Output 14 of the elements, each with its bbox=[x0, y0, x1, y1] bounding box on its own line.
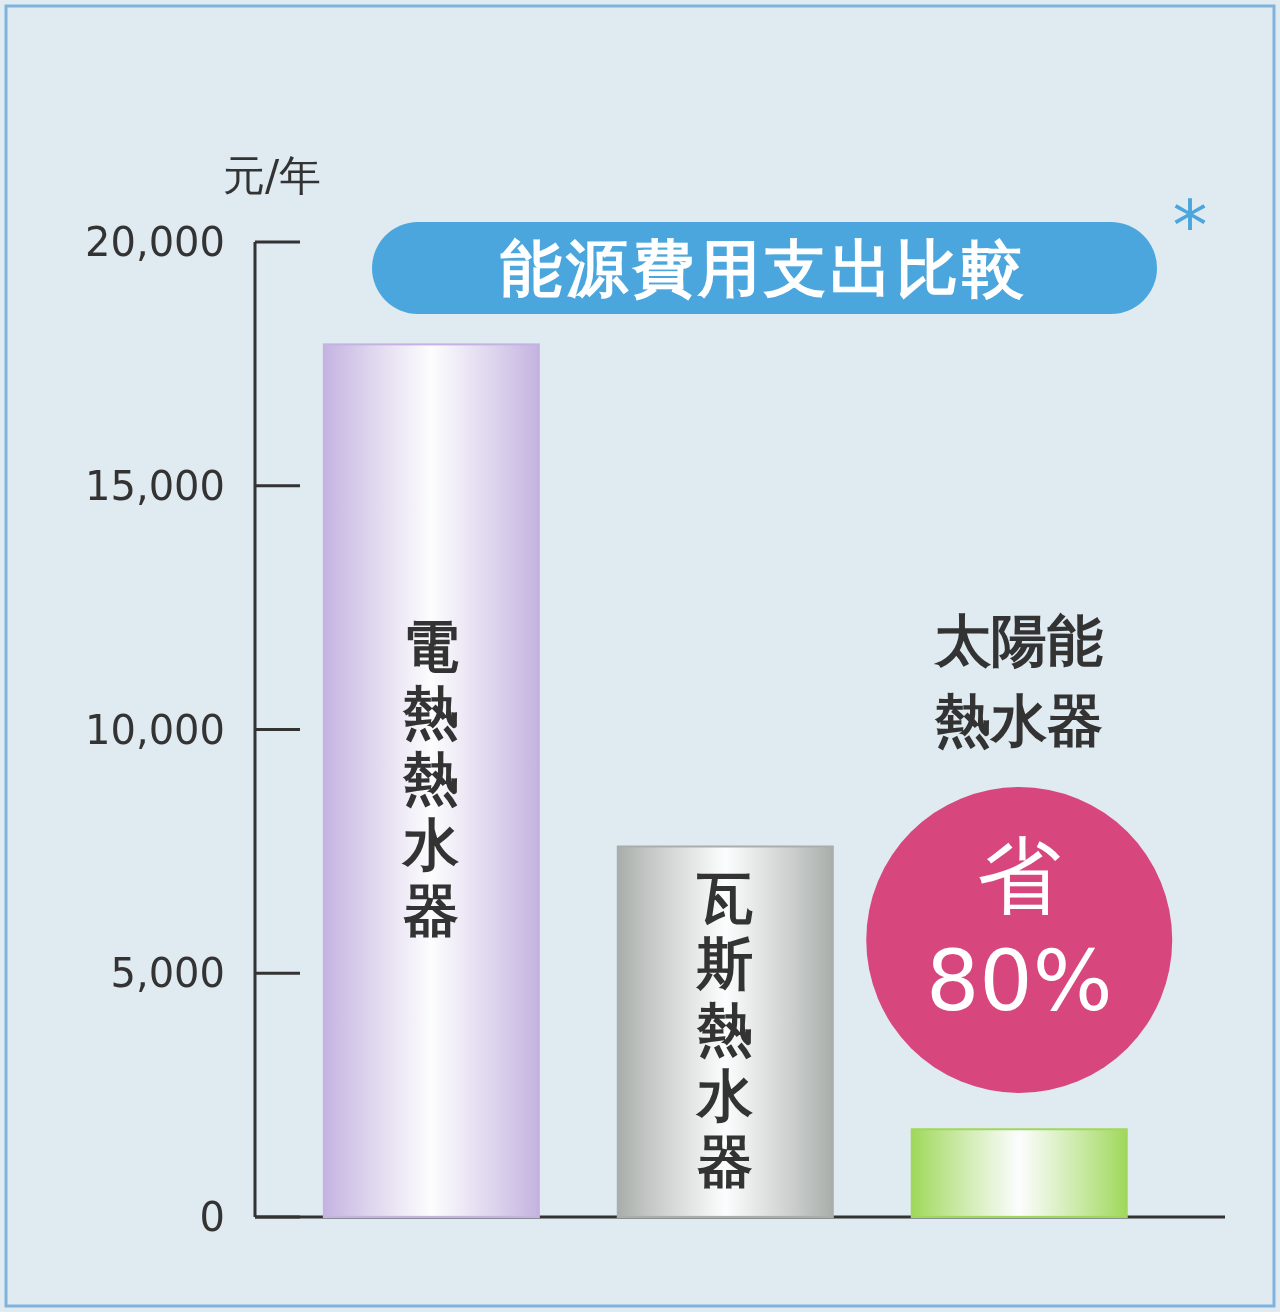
title-badge: 能源費用支出比較 bbox=[372, 222, 1157, 314]
x-tick-label: 電熱熱水器 bbox=[401, 613, 460, 943]
y-tick-label: 20,000 bbox=[85, 219, 225, 265]
y-tick-label: 0 bbox=[199, 1194, 225, 1240]
annotation: 省80% bbox=[925, 827, 1113, 1030]
chart-title: 能源費用支出比較 bbox=[500, 232, 1028, 305]
annotation: * bbox=[1172, 185, 1208, 267]
y-tick-label: 10,000 bbox=[85, 706, 225, 753]
y-tick-label: 5,000 bbox=[110, 950, 225, 997]
y-tick-label: 15,000 bbox=[85, 462, 225, 509]
saving-badge: 省80% bbox=[866, 787, 1173, 1093]
x-tick-label: 瓦斯熱水器 bbox=[695, 864, 754, 1194]
y-axis-title: 元/年 bbox=[222, 151, 322, 200]
x-tick-label: 太陽能熱水器 bbox=[933, 608, 1104, 753]
